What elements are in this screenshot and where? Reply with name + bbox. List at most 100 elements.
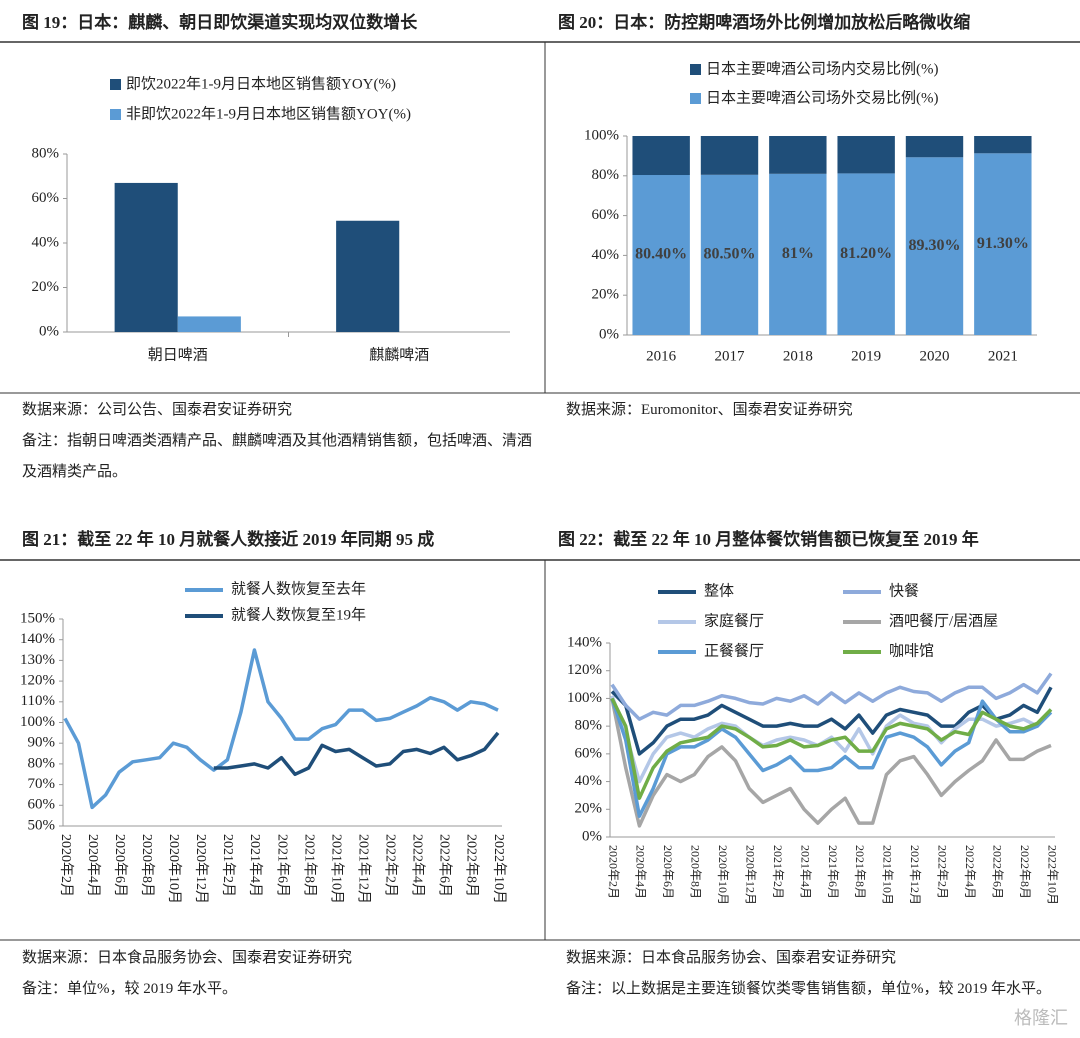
legend-swatch	[110, 79, 121, 90]
y-tick-label: 0%	[582, 828, 602, 844]
legend-label: 非即饮2022年1-9月日本地区销售额YOY(%)	[126, 105, 411, 122]
bar	[114, 182, 178, 332]
x-tick-label: 2021年2月	[771, 845, 785, 899]
data-label: 81.20%	[840, 245, 892, 262]
y-tick-label: 20%	[592, 287, 620, 303]
note: 备注：单位%，较 2019 年水平。	[22, 981, 237, 997]
x-tick-label: 麒麟啤酒	[369, 346, 429, 363]
x-tick-label: 2021年12月	[908, 845, 922, 905]
x-tick-label: 2020	[920, 348, 950, 364]
x-tick-label: 2022年2月	[383, 834, 399, 897]
bar-segment	[974, 136, 1032, 154]
bar-segment	[837, 173, 895, 335]
y-tick-label: 40%	[592, 247, 620, 263]
legend-label: 日本主要啤酒公司场外交易比例(%)	[706, 88, 939, 106]
y-tick-label: 150%	[20, 610, 55, 626]
legend-swatch	[690, 93, 701, 104]
x-tick-label: 2021年8月	[301, 834, 317, 897]
x-tick-label: 2020年6月	[112, 834, 128, 897]
data-label: 91.30%	[977, 235, 1029, 252]
x-tick-label: 2022年8月	[464, 834, 480, 897]
x-tick-label: 2021年10月	[328, 834, 344, 904]
x-tick-label: 朝日啤酒	[148, 346, 208, 363]
x-tick-label: 2022年2月	[936, 845, 950, 899]
y-tick-label: 120%	[20, 673, 55, 689]
legend-label: 就餐人数恢复至去年	[231, 579, 366, 597]
figure-title: 图 20：日本：防控期啤酒场外比例增加放松后略微收缩	[558, 13, 971, 32]
y-tick-label: 80%	[28, 755, 56, 771]
x-tick-label: 2018	[783, 348, 813, 364]
source: 数据来源：Euromonitor、国泰君安证券研究	[566, 402, 853, 418]
note: 备注：指朝日啤酒类酒精产品、麒麟啤酒及其他酒精销售额，包括啤酒、清酒及酒精类产品…	[22, 433, 533, 480]
y-tick-label: 0%	[599, 326, 619, 342]
y-tick-label: 70%	[28, 776, 56, 792]
bar-segment	[837, 136, 895, 174]
bar-segment	[769, 173, 827, 335]
x-tick-label: 2022年10月	[1045, 845, 1059, 905]
source: 数据来源：日本食品服务协会、国泰君安证券研究	[22, 950, 353, 966]
legend-label: 酒吧餐厅/居酒屋	[889, 612, 998, 629]
watermark: 格隆汇	[1014, 1008, 1068, 1029]
legend-label: 即饮2022年1-9月日本地区销售额YOY(%)	[126, 75, 396, 92]
y-tick-label: 80%	[32, 145, 60, 161]
legend-label: 就餐人数恢复至19年	[231, 605, 366, 623]
x-tick-label: 2020年6月	[661, 845, 675, 899]
y-tick-label: 140%	[20, 631, 55, 647]
legend-label: 整体	[704, 582, 734, 599]
y-tick-label: 60%	[32, 190, 60, 206]
y-tick-label: 40%	[575, 773, 603, 789]
source: 数据来源：公司公告、国泰君安证券研究	[22, 402, 293, 418]
y-tick-label: 100%	[20, 714, 55, 730]
x-tick-label: 2020年12月	[193, 834, 209, 904]
y-tick-label: 60%	[592, 207, 620, 223]
x-tick-label: 2020年4月	[85, 834, 101, 897]
y-tick-label: 110%	[21, 693, 55, 709]
y-tick-label: 40%	[32, 234, 60, 250]
bar-segment	[632, 175, 690, 335]
data-label: 80.40%	[635, 246, 687, 263]
note: 备注：以上数据是主要连锁餐饮类零售销售额，单位%，较 2019 年水平。	[566, 981, 1051, 997]
line-series	[610, 698, 1052, 828]
x-tick-label: 2020年10月	[716, 845, 730, 905]
line-series	[63, 648, 499, 810]
data-label: 81%	[782, 245, 814, 262]
data-label: 80.50%	[704, 246, 756, 263]
x-tick-label: 2021年12月	[355, 834, 371, 904]
y-tick-label: 120%	[567, 662, 602, 678]
bar-segment	[974, 153, 1032, 335]
bar-segment	[700, 136, 759, 175]
legend-label: 快餐	[889, 582, 919, 599]
bar	[177, 316, 241, 332]
x-tick-label: 2019	[851, 348, 881, 364]
y-tick-label: 80%	[592, 167, 620, 183]
x-tick-label: 2022年10月	[491, 834, 507, 904]
legend-swatch	[690, 64, 701, 75]
line-series	[610, 697, 1053, 800]
y-tick-label: 140%	[567, 634, 602, 650]
x-tick-label: 2020年10月	[166, 834, 182, 904]
bar	[336, 220, 400, 332]
y-tick-label: 80%	[575, 718, 603, 734]
line-series	[610, 697, 1053, 818]
x-tick-label: 2021	[988, 348, 1018, 364]
y-tick-label: 20%	[575, 801, 603, 817]
line-series	[610, 686, 1053, 756]
source: 数据来源：日本食品服务协会、国泰君安证券研究	[566, 950, 897, 966]
x-tick-label: 2021年6月	[826, 845, 840, 899]
data-label: 89.30%	[909, 237, 961, 254]
legend-label: 咖啡馆	[889, 642, 934, 659]
legend-label: 家庭餐厅	[704, 612, 764, 629]
x-tick-label: 2022年4月	[963, 845, 977, 899]
x-tick-label: 2020年12月	[743, 845, 757, 905]
y-tick-label: 100%	[584, 127, 619, 143]
x-tick-label: 2021年10月	[881, 845, 895, 905]
x-tick-label: 2022年4月	[410, 834, 426, 897]
bar-segment	[905, 157, 964, 335]
y-tick-label: 0%	[39, 323, 59, 339]
legend-swatch	[110, 109, 121, 120]
x-tick-label: 2020年2月	[606, 845, 620, 899]
x-tick-label: 2021年4月	[247, 834, 263, 897]
x-tick-label: 2021年2月	[220, 834, 236, 897]
x-tick-label: 2017	[715, 348, 746, 364]
